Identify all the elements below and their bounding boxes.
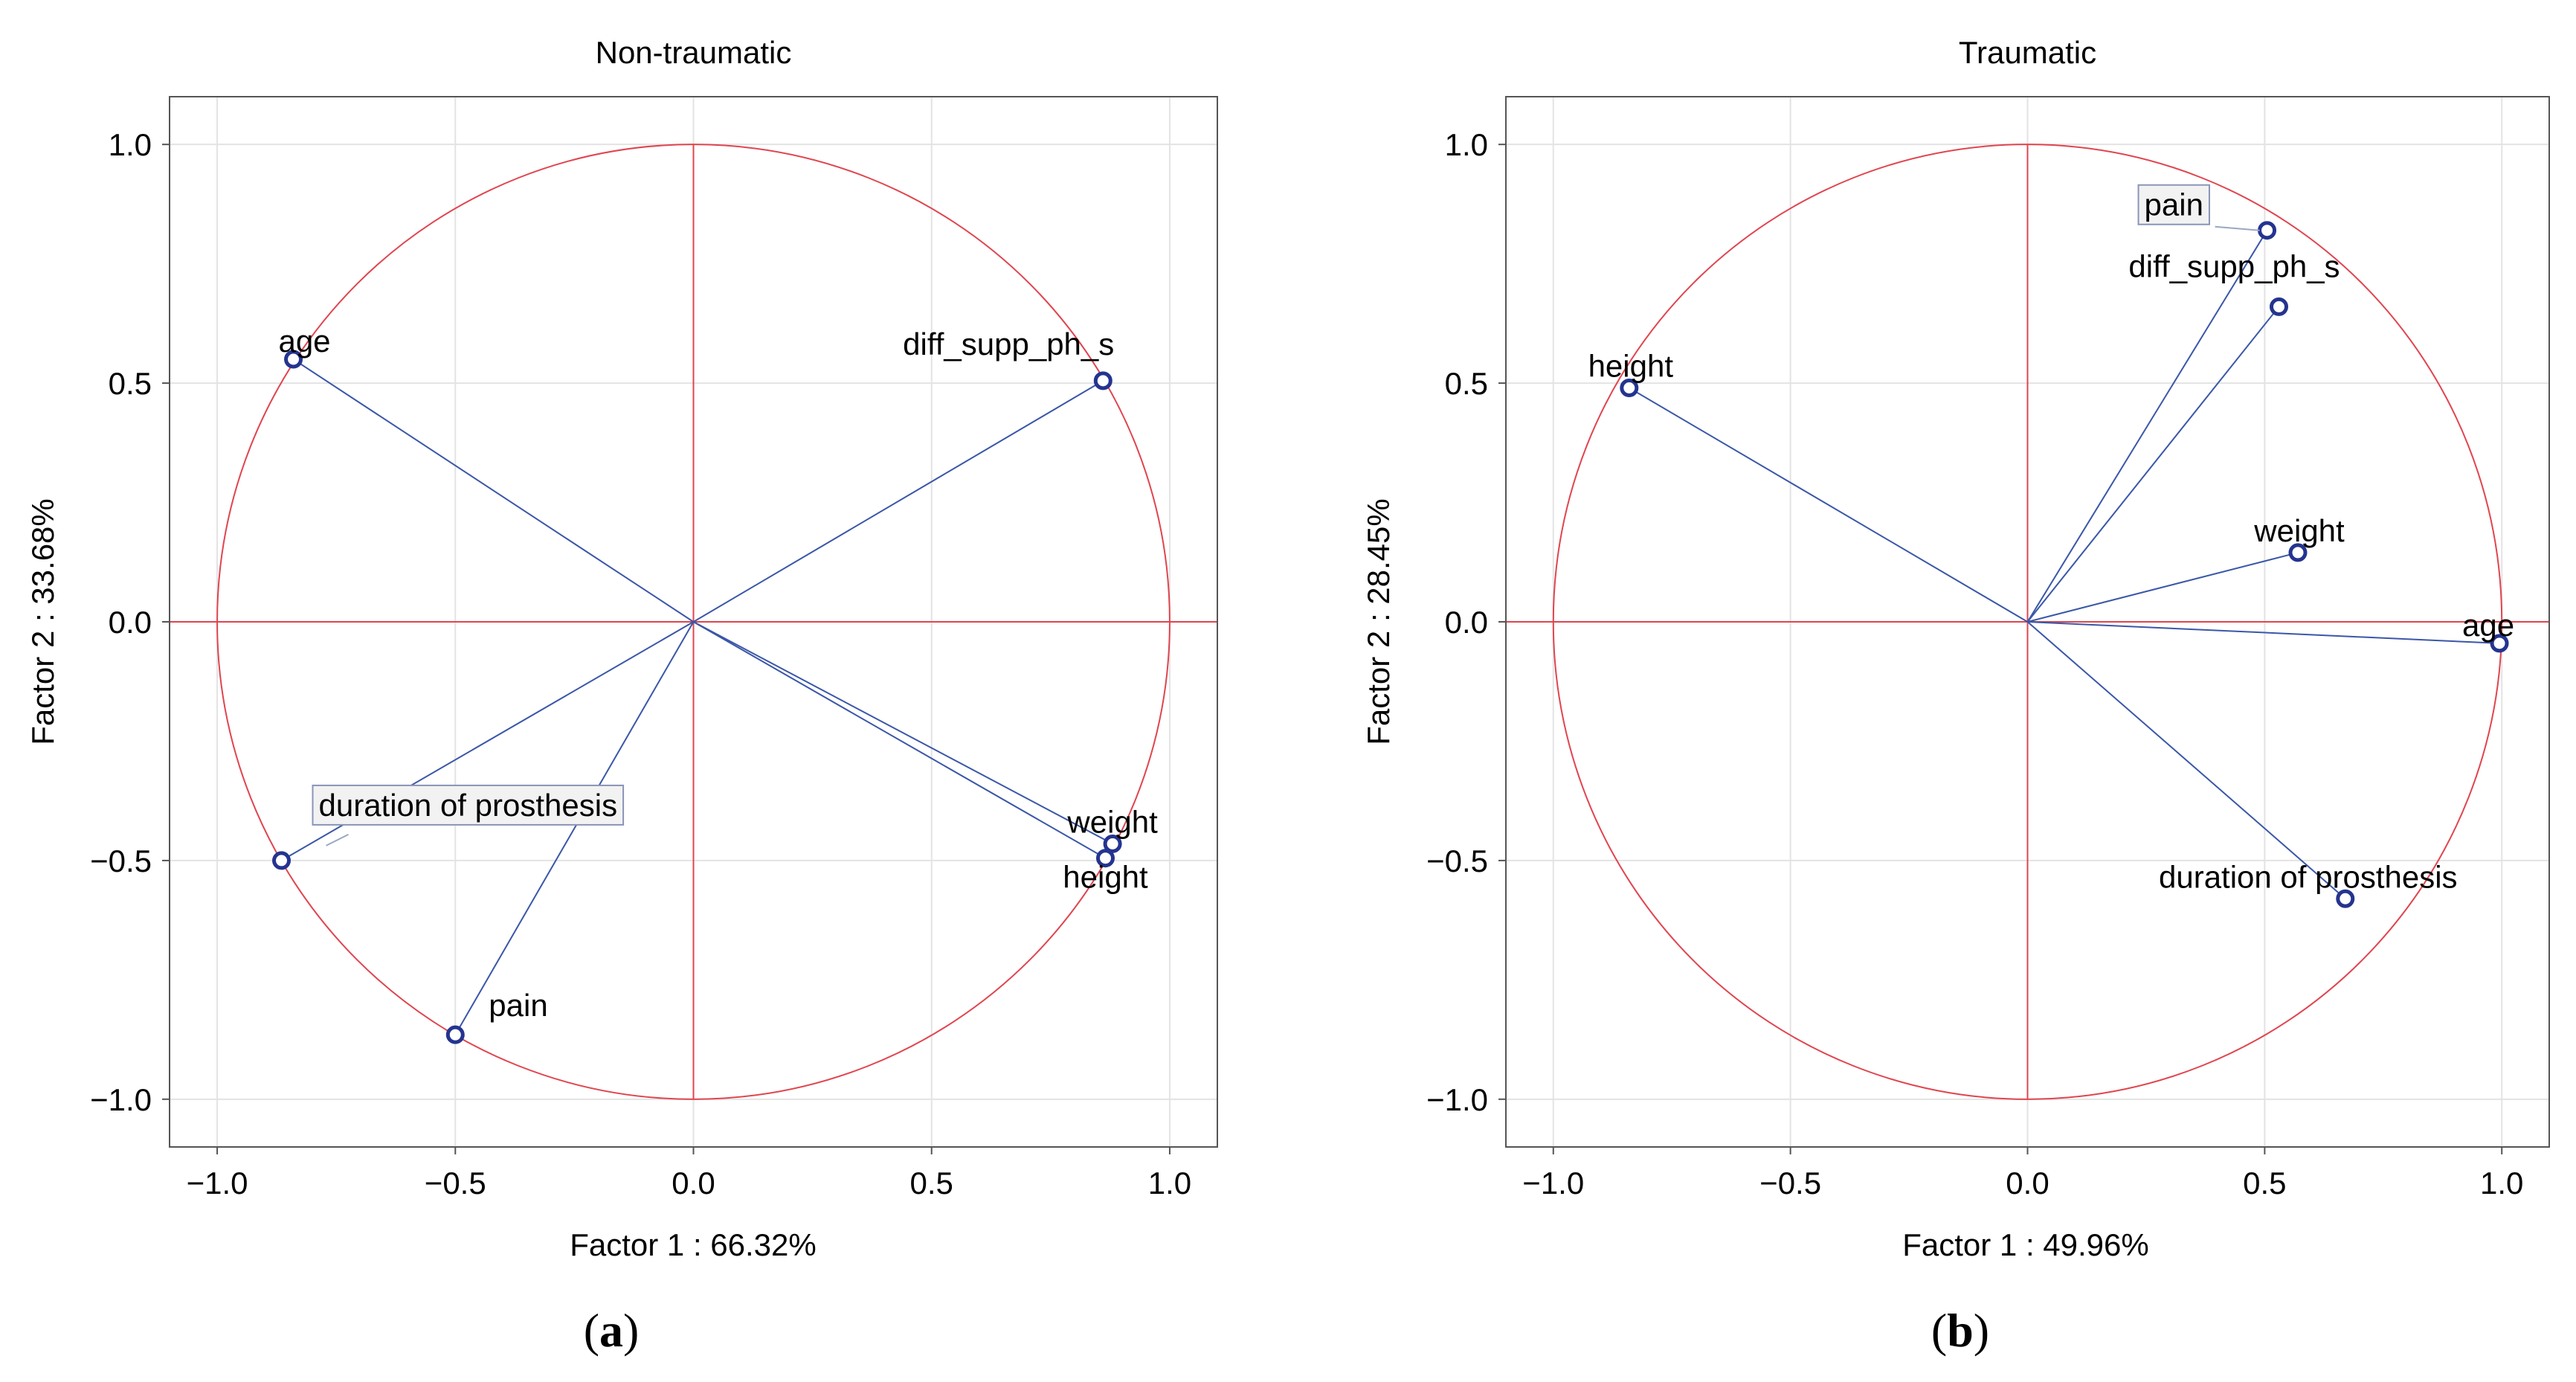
variable-label: duration of prosthesis xyxy=(2159,859,2458,894)
variable-point xyxy=(1103,834,1122,853)
loading-vector xyxy=(2026,230,2268,623)
variable-label: diff_supp_ph_s xyxy=(2128,248,2340,283)
chart-title: Non-traumatic xyxy=(596,35,792,70)
label-leader-line xyxy=(326,834,349,846)
chart-title: Traumatic xyxy=(1959,35,2096,70)
loading-vector xyxy=(2027,551,2299,623)
variable-label: weight xyxy=(1066,804,1158,839)
loading-vector xyxy=(2027,621,2500,644)
y-tick-label: −1.0 xyxy=(1426,1082,1488,1117)
label-leader-line xyxy=(2215,225,2260,231)
x-tick-label: 0.0 xyxy=(672,1166,715,1201)
loading-vector xyxy=(454,621,695,1035)
loading-vector xyxy=(693,621,1106,859)
y-axis-title: Factor 2 : 28.45% xyxy=(1361,498,1396,745)
panel-caption: (b) xyxy=(1931,1304,1989,1357)
x-tick-label: −0.5 xyxy=(1759,1166,1821,1201)
loading-vector xyxy=(2026,621,2346,900)
x-tick-label: 0.5 xyxy=(910,1166,953,1201)
variable-point xyxy=(1095,849,1115,868)
variable-point xyxy=(2258,221,2277,240)
x-axis-title: Factor 1 : 49.96% xyxy=(1902,1227,2149,1262)
y-axis-title: Factor 2 : 33.68% xyxy=(25,498,60,745)
variable-label: diff_supp_ph_s xyxy=(903,327,1114,361)
variable-label: pain xyxy=(2145,187,2203,222)
x-tick-label: −1.0 xyxy=(1522,1166,1584,1201)
x-tick-label: −0.5 xyxy=(425,1166,486,1201)
x-tick-label: 1.0 xyxy=(1148,1166,1191,1201)
x-tick-label: 0.0 xyxy=(2006,1166,2049,1201)
variable-point xyxy=(1093,371,1112,391)
y-tick-label: 1.0 xyxy=(1445,127,1488,162)
variable-label: age xyxy=(2462,608,2514,643)
variable-label: pain xyxy=(489,988,547,1023)
loading-vector xyxy=(2026,306,2280,623)
x-tick-label: 0.5 xyxy=(2243,1166,2286,1201)
loading-vector xyxy=(1629,387,2029,623)
panel-non-traumatic: −1.0 −0.5 0.0 0.5 1.0 1.0 0.5 0.0 −0.5 −1.0 Non-tr… xyxy=(25,35,1218,1357)
y-tick-label: 0.5 xyxy=(109,366,152,401)
loading-vector xyxy=(693,621,1113,845)
variable-point xyxy=(2336,889,2355,908)
label-box xyxy=(312,784,625,826)
loading-vector xyxy=(292,359,695,623)
variable-label: height xyxy=(1063,860,1148,895)
y-tick-label: 0.0 xyxy=(109,605,152,640)
loading-vector xyxy=(692,380,1104,623)
panel-caption: (a) xyxy=(584,1304,640,1357)
variable-label: age xyxy=(278,324,330,359)
variable-point xyxy=(2288,543,2308,562)
variable-point xyxy=(445,1025,465,1044)
y-tick-label: −1.0 xyxy=(90,1082,152,1117)
y-tick-label: −0.5 xyxy=(90,843,152,878)
y-tick-label: −0.5 xyxy=(1426,843,1488,878)
variable-point xyxy=(1620,379,1639,398)
variable-point xyxy=(272,851,292,870)
label-box xyxy=(2137,184,2210,225)
variable-label: duration of prosthesis xyxy=(319,788,618,823)
y-tick-label: 0.0 xyxy=(1445,605,1488,640)
variable-label: weight xyxy=(2253,513,2345,548)
y-tick-label: 1.0 xyxy=(109,127,152,162)
variable-point xyxy=(2490,634,2509,653)
x-tick-label: −1.0 xyxy=(187,1166,248,1201)
variable-point xyxy=(284,350,303,369)
x-axis-title: Factor 1 : 66.32% xyxy=(570,1227,817,1262)
y-tick-label: 0.5 xyxy=(1445,366,1488,401)
variable-point xyxy=(2269,297,2288,316)
variable-label: height xyxy=(1588,349,1674,384)
x-tick-label: 1.0 xyxy=(2480,1166,2523,1201)
panel-traumatic: −1.0 −0.5 0.0 0.5 1.0 1.0 0.5 0.0 −0.5 −1.0 Trauma… xyxy=(1361,35,2550,1357)
